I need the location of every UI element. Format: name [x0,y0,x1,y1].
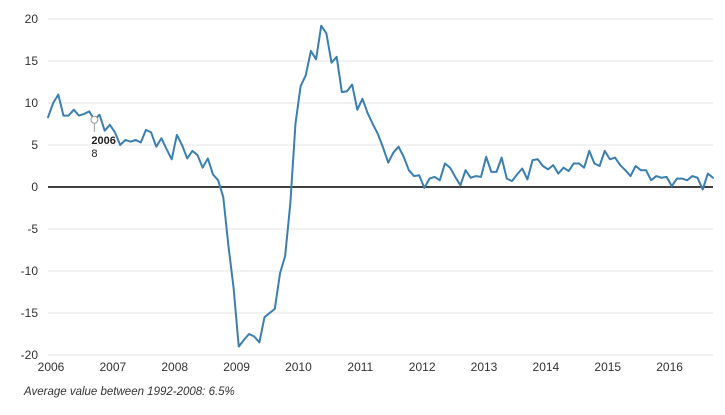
chart-footnote: Average value between 1992-2008: 6.5% [24,386,235,398]
x-tick-label: 2006 [38,360,65,374]
y-axis-tick-labels: 20 15 10 5 0 -5 -10 -15 -20 [21,12,39,362]
x-tick-label: 2015 [594,360,621,374]
x-tick-label: 2010 [285,360,312,374]
annotation-value-label: 8 [91,148,97,160]
y-tick-label: 5 [31,138,38,152]
y-tick-label: -20 [21,348,39,362]
y-tick-label: 15 [25,54,39,68]
x-tick-label: 2013 [471,360,498,374]
y-tick-label: 0 [31,180,38,194]
x-tick-label: 2008 [161,360,188,374]
x-axis-tick-labels: 2006 2007 2008 2009 2010 2011 2012 2013 2014 2015… [38,360,684,374]
x-tick-label: 2012 [409,360,436,374]
annotation: 2006 8 [90,115,116,160]
y-tick-label: -15 [21,306,39,320]
annotation-year-label: 2006 [91,135,115,147]
x-tick-label: 2016 [656,360,683,374]
y-tick-label: -5 [27,222,38,236]
x-tick-label: 2014 [533,360,560,374]
annotation-point-marker [90,115,99,124]
y-tick-label: -10 [21,264,39,278]
x-tick-label: 2007 [100,360,127,374]
y-tick-label: 20 [25,12,39,26]
series-line [47,24,714,348]
x-tick-label: 2011 [347,360,373,374]
gridlines [48,18,713,356]
x-tick-label: 2009 [223,360,250,374]
y-tick-label: 10 [25,96,39,110]
